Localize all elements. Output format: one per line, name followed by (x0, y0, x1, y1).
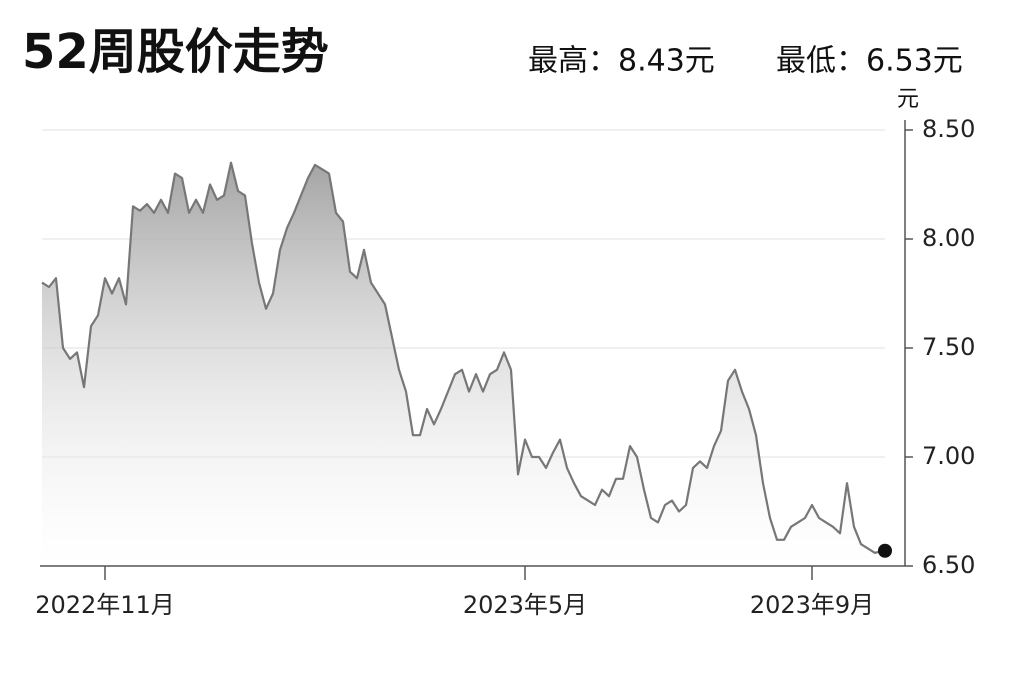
low-label: 最低：6.53元 (776, 44, 963, 79)
y-tick-label: 8.00 (922, 224, 975, 252)
y-tick-label: 8.50 (922, 115, 975, 143)
last-point (878, 543, 892, 558)
high-label: 最高：8.43元 (528, 44, 715, 79)
y-tick-label: 7.50 (922, 333, 975, 361)
y-tick-label: 7.00 (922, 442, 975, 470)
price-line (41, 161, 883, 554)
y-tick-label: 6.50 (922, 551, 975, 579)
x-tick-label: 2023年5月 (463, 591, 587, 619)
x-tick-label: 2022年11月 (35, 591, 175, 619)
area-fill (42, 162, 882, 566)
y-unit: 元 (897, 87, 919, 112)
x-tick-label: 2023年9月 (750, 591, 874, 619)
chart-title: 52周股价走势 (22, 24, 329, 80)
